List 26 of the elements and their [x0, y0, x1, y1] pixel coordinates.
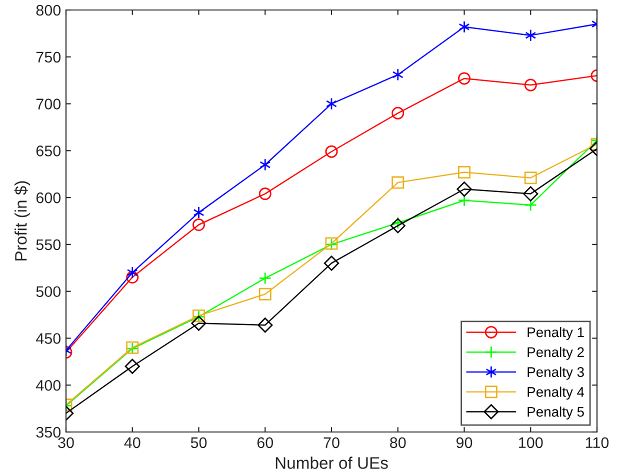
y-tick-label: 550 — [36, 239, 61, 250]
legend-label: Penalty 2 — [528, 346, 584, 360]
x-tick-label: 40 — [124, 437, 140, 448]
y-tick-label: 450 — [36, 333, 61, 344]
y-tick-label: 700 — [36, 98, 61, 110]
legend-label: Penalty 5 — [528, 406, 584, 420]
y-tick-label: 750 — [36, 52, 61, 63]
legend-label: Penalty 3 — [528, 366, 584, 380]
y-tick-label: 600 — [36, 192, 61, 204]
legend-label: Penalty 4 — [528, 386, 584, 400]
x-tick-label: 30 — [58, 437, 74, 448]
x-tick-label: 70 — [324, 437, 340, 448]
y-tick-label: 400 — [36, 380, 61, 391]
x-tick-label: 100 — [519, 437, 543, 448]
x-tick-label: 110 — [586, 437, 609, 448]
x-tick-label: 60 — [257, 437, 274, 448]
x-axis-title: Number of UEs — [276, 456, 388, 469]
y-tick-label: 500 — [36, 286, 61, 298]
y-tick-label: 650 — [36, 146, 61, 156]
x-tick-label: 80 — [390, 437, 406, 448]
x-tick-label: 90 — [456, 437, 472, 448]
y-tick-label: 350 — [36, 426, 61, 438]
x-tick-label: 50 — [190, 437, 207, 448]
y-tick-label: 800 — [36, 4, 61, 16]
legend-label: Penalty 1 — [528, 326, 584, 340]
y-axis-title: Profit (in $) — [14, 181, 30, 260]
